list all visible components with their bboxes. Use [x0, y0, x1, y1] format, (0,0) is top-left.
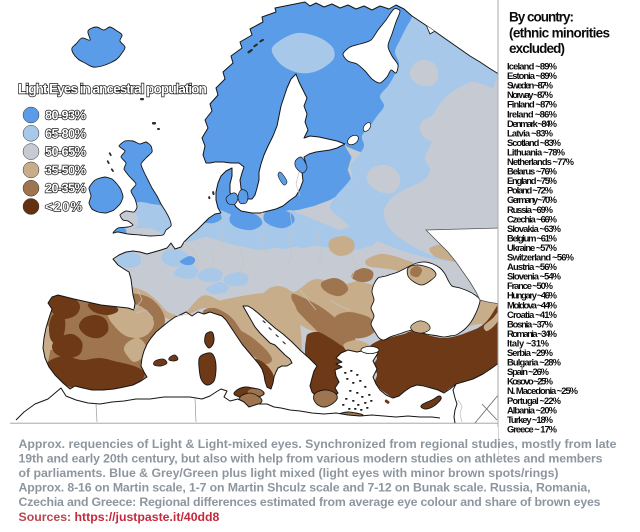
svg-text:Czechia and Greece: Regional d: Czechia and Greece: Regional differences…: [19, 495, 601, 509]
svg-text:20-35%: 20-35%: [45, 181, 86, 196]
svg-text:19th and early 20th century, b: 19th and early 20th century, but also wi…: [19, 452, 603, 466]
svg-text:Light Eyes in ancestral popula: Light Eyes in ancestral population: [18, 81, 207, 97]
svg-text:80-93%: 80-93%: [45, 108, 86, 123]
svg-text:of parliaments. Blue & Grey/G: of parliaments. Blue & Grey/Green plus l…: [19, 466, 559, 480]
svg-text:35-50%: 35-50%: [45, 162, 86, 177]
svg-text:65-80%: 65-80%: [45, 126, 86, 141]
svg-text:<20%: <20%: [45, 199, 82, 214]
svg-text:Greece ~ 17%: Greece ~ 17%: [507, 423, 558, 434]
svg-text:Approx. 8-16 on Martin scale,: Approx. 8-16 on Martin scale, 1-7 on Mar…: [19, 481, 591, 495]
svg-text:Approx. requencies of Light &: Approx. requencies of Light & Light-mixe…: [19, 437, 617, 451]
svg-text:excluded): excluded): [509, 41, 565, 56]
svg-text:(ethnic minorities: (ethnic minorities: [509, 25, 610, 40]
svg-text:By country:: By country:: [509, 10, 574, 25]
svg-text:50-65%: 50-65%: [45, 144, 86, 159]
svg-text:Sources: https://justpaste.it/: Sources: https://justpaste.it/40dd8: [19, 510, 220, 524]
